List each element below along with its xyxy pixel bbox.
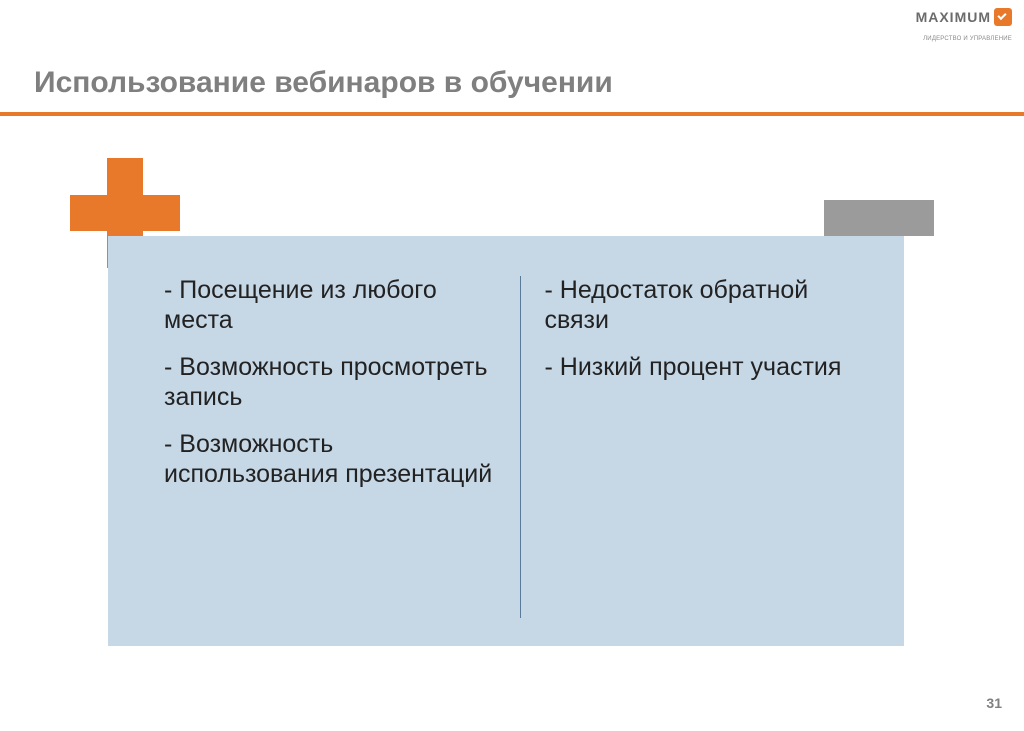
pros-column: - Посещение из любого места - Возможност… [164, 276, 520, 618]
logo-label: MAXIMUM [916, 9, 991, 25]
title-underline [0, 112, 1024, 116]
content-box: - Посещение из любого места - Возможност… [108, 236, 904, 646]
logo-subtext: ЛИДЕРСТВО И УПРАВЛЕНИЕ [923, 36, 1012, 42]
logo-text: MAXIMUM [916, 8, 1012, 26]
logo-badge-icon [994, 8, 1012, 26]
page-number: 31 [986, 695, 1002, 711]
pros-item: - Посещение из любого места [164, 276, 496, 335]
minus-icon [824, 200, 934, 236]
pros-item: - Возможность использования презентаций [164, 430, 496, 489]
slide: MAXIMUM ЛИДЕРСТВО И УПРАВЛЕНИЕ Использов… [0, 0, 1024, 731]
logo: MAXIMUM ЛИДЕРСТВО И УПРАВЛЕНИЕ [916, 8, 1012, 45]
cons-item: - Недостаток обратной связи [545, 276, 877, 335]
slide-title: Использование вебинаров в обучении [34, 66, 613, 100]
pros-item: - Возможность просмотреть запись [164, 353, 496, 412]
cons-item: - Низкий процент участия [545, 353, 877, 383]
cons-column: - Недостаток обратной связи - Низкий про… [520, 276, 877, 618]
